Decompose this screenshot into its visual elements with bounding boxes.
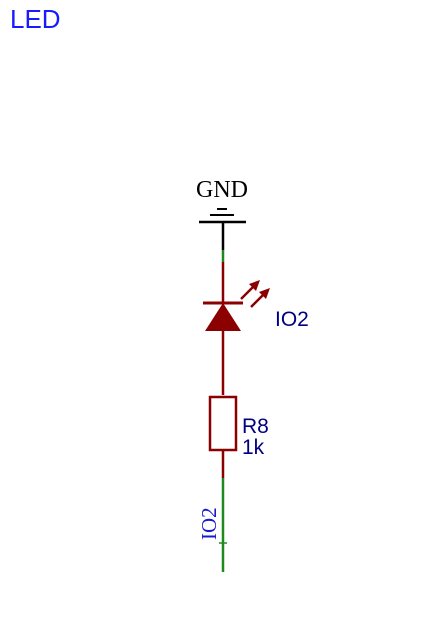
led-emission-arrowhead-1 — [249, 280, 260, 291]
resistor-symbol — [208, 395, 238, 478]
led-designator: IO2 — [275, 308, 309, 331]
page-title: LED — [10, 4, 61, 34]
ground-label: GND — [196, 177, 248, 203]
resistor-designator: R8 — [242, 415, 269, 438]
resistor-value: 1k — [242, 436, 265, 459]
resistor-body — [208, 395, 238, 452]
net-label-io2: IO2 — [197, 507, 221, 540]
ground-symbol: GND — [196, 177, 248, 250]
led-symbol — [203, 262, 270, 395]
led-triangle — [205, 303, 241, 331]
led-emission-arrowhead-2 — [259, 288, 270, 299]
